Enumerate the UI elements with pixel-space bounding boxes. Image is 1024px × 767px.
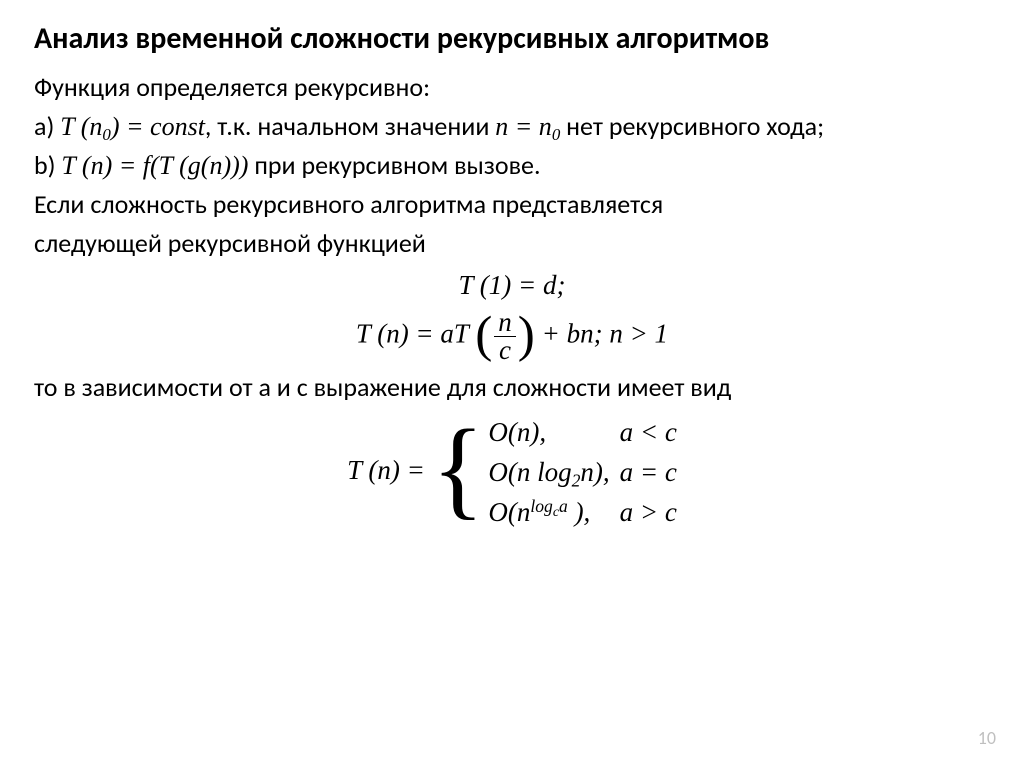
eq-rec-frac-den: c [494,336,516,364]
item-a: a) T (n0) = const, т.к. начальном значен… [34,109,990,144]
case-3-cond: a > c [616,492,677,532]
eq-cases: T (n) = { O(n), a < c O(n log2n), a = c … [34,412,990,533]
case-row-1: O(n), a < c [488,412,676,452]
eq-n-eq-n0-sub: 0 [552,125,560,144]
case-row-3: O(nlogca ), a > c [488,492,676,532]
cases-table: O(n), a < c O(n log2n), a = c O(nlogca )… [488,412,676,533]
eq-cases-lhs: T (n) = [347,454,431,484]
item-a-tail1: , т.к. начальном значении [205,110,495,142]
paren-right: ) [518,314,535,355]
case-2-expr: O(n log2n), [488,452,615,492]
eq-a: T (n0) = const [60,112,205,141]
eq-a-sub: 0 [102,125,110,144]
eq-base-text: T (1) = d; [459,270,566,300]
case-1-cond: a < c [616,412,677,452]
item-a-label: a) [34,110,60,142]
eq-b: T (n) = f(T (g(n))) [61,151,248,180]
case-1-expr: O(n), [488,412,615,452]
eq-rec-lhs: T (n) = aT [356,319,475,349]
case-2-cond: a = c [616,452,677,492]
eq-n-eq-n0-lhs: n = n [495,112,552,141]
item-b-label: b) [34,149,61,181]
page-title: Анализ временной сложности рекурсивных а… [34,20,990,58]
case-row-2: O(n log2n), a = c [488,452,676,492]
cond-line-2: следующей рекурсивной функцией [34,226,990,261]
eq-a-lhs: T (n [60,112,102,141]
item-b: b) T (n) = f(T (g(n))) при рекурсивном в… [34,148,990,183]
eq-rec-rhs: + bn; n > 1 [535,319,668,349]
eq-rec-frac-num: n [494,309,516,336]
eq-n-eq-n0: n = n0 [495,112,560,141]
eq-base: T (1) = d; [34,267,990,303]
body-text: Функция определяется рекурсивно: a) T (n… [34,70,990,533]
intro-line: Функция определяется рекурсивно: [34,70,990,105]
then-line: то в зависимости от a и c выражение для … [34,370,990,405]
brace-icon: { [432,424,485,512]
cond-line-1: Если сложность рекурсивного алгоритма пр… [34,187,990,222]
eq-recurrence: T (n) = aT (nc) + bn; n > 1 [34,309,990,364]
slide: Анализ временной сложности рекурсивных а… [0,0,1024,767]
page-number: 10 [978,727,996,749]
cases-wrap: { O(n), a < c O(n log2n), a = c O(nlogca… [432,412,677,533]
case-3-expr: O(nlogca ), [488,492,615,532]
eq-a-rhs: ) = const [111,112,205,141]
item-b-tail: при рекурсивном вызове. [248,149,540,181]
eq-rec-frac: nc [494,309,516,364]
paren-left: ( [475,314,492,355]
item-a-tail2: нет рекурсивного хода; [560,110,824,142]
